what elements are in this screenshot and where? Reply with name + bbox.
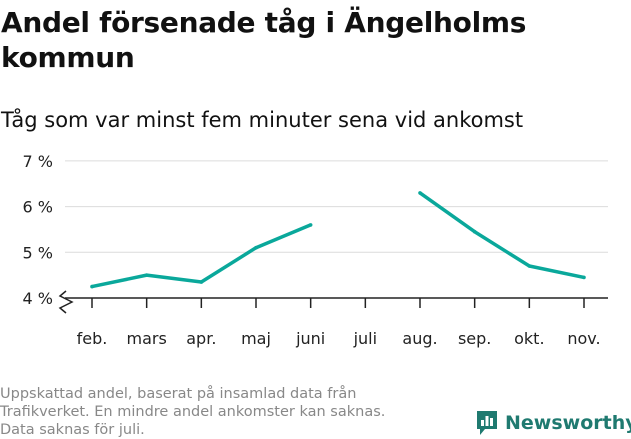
chart-title: Andel försenade tåg i Ängelholms kommun [1,6,527,74]
footnote: Uppskattad andel, baserat på insamlad da… [0,385,440,439]
x-tick-label: aug. [402,329,437,348]
data-point [90,284,94,289]
footnote-line-2: Trafikverket. En mindre andel ankomster … [0,404,386,420]
y-tick-label: 7 % [23,152,53,171]
chart-subtitle: Tåg som var minst fem minuter sena vid a… [1,108,524,132]
data-point [418,191,422,195]
y-tick-label: 6 % [23,198,53,217]
x-tick-label: nov. [567,329,600,348]
data-point [527,264,532,268]
x-tick-label: mars [127,329,167,348]
data-point [254,245,258,250]
y-tick-label: 4 % [23,289,53,308]
x-tick-label: sep. [458,329,491,348]
x-tick-label: juni [295,329,325,348]
data-point [472,229,477,234]
data-point [144,273,149,277]
brand-name: Newsworthy [505,412,631,434]
bar-chart-bubble-icon [477,411,497,435]
data-point [199,280,204,284]
y-tick-label: 5 % [23,243,53,262]
brand-logo: Newsworthy [475,408,631,438]
x-tick-label: maj [241,329,271,348]
data-point [308,223,313,227]
axis-break-icon [58,290,74,314]
series-line-segment-2 [418,191,585,280]
x-tick-label: juli [353,329,377,348]
series-line-segment-1 [91,223,312,289]
x-tick-label: feb. [77,329,108,348]
x-tick-label: okt. [514,329,544,348]
footnote-line-1: Uppskattad andel, baserat på insamlad da… [0,386,357,402]
x-tick-label: apr. [186,329,216,348]
data-point [582,275,586,280]
footnote-line-3: Data saknas för juli. [0,422,145,438]
